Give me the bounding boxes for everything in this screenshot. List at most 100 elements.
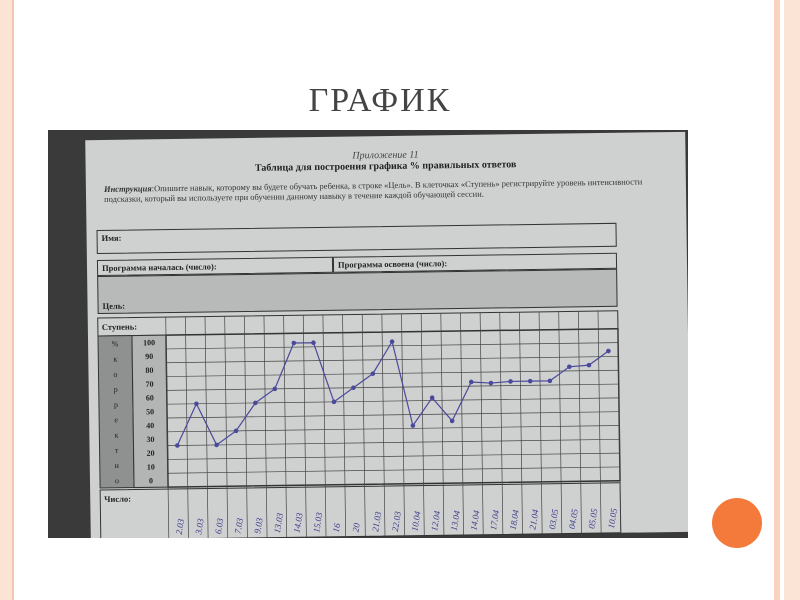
date-tick-label: 14.04 xyxy=(468,509,481,531)
instruction: Инструкция:Опишите навык, которому вы бу… xyxy=(104,176,668,204)
date-label: Число: xyxy=(104,494,131,504)
data-point xyxy=(233,428,239,434)
gridline-v xyxy=(322,314,327,537)
date-tick-label: 03.05 xyxy=(547,508,560,530)
gridline-v xyxy=(263,315,268,538)
gridline-v xyxy=(283,315,288,538)
data-point xyxy=(449,418,455,424)
gridline-h xyxy=(167,425,620,433)
start-label: Программа началась (число): xyxy=(101,261,217,273)
ytick-label: 60 xyxy=(146,393,154,402)
date-tick-label: 13.04 xyxy=(449,509,462,531)
ytick-label: 80 xyxy=(145,366,153,375)
data-point xyxy=(527,378,533,384)
gridline-v xyxy=(401,313,405,536)
gridline-v xyxy=(440,313,445,536)
date-tick-label: 3.03 xyxy=(193,517,206,536)
side-label-letter: к xyxy=(113,355,117,364)
data-point xyxy=(291,340,297,346)
gridline-v xyxy=(519,312,523,535)
date-tick-label: 16 xyxy=(331,522,342,533)
ytick-label: 90 xyxy=(145,352,153,361)
date-tick-label: 13.03 xyxy=(272,512,285,534)
date-tick-label: 18.04 xyxy=(508,508,521,530)
date-tick-label: 12.04 xyxy=(429,510,442,532)
data-point xyxy=(370,371,376,376)
instruction-label: Инструкция xyxy=(103,183,152,194)
paper-sheet: Приложение 11 Таблица для построения гра… xyxy=(85,131,688,538)
gridline-h xyxy=(166,356,619,364)
date-tick-label: 10.04 xyxy=(409,510,422,532)
gridline-v xyxy=(243,315,248,538)
gridline-h xyxy=(167,438,620,446)
data-point xyxy=(567,364,572,370)
ytick-label: 30 xyxy=(146,435,154,444)
ytick-label: 10 xyxy=(147,463,155,472)
data-point xyxy=(410,423,416,428)
gridline-v xyxy=(185,316,189,538)
goal-label: Цель: xyxy=(102,300,126,311)
data-point xyxy=(214,442,219,448)
gridline-v xyxy=(499,312,504,535)
gridline-v xyxy=(617,310,622,533)
data-point xyxy=(253,400,258,406)
gridline-v xyxy=(420,313,425,536)
gridline-v xyxy=(165,317,170,538)
gridline-v xyxy=(538,311,543,534)
side-label-letter: т xyxy=(115,446,119,455)
data-point xyxy=(331,399,337,405)
side-label-letter: н xyxy=(115,461,120,470)
gridline-v xyxy=(342,314,347,537)
date-tick-label: 04.05 xyxy=(567,508,580,530)
ytick-label: 0 xyxy=(149,476,153,485)
gridline-h xyxy=(166,342,619,350)
date-tick-label: 21.04 xyxy=(527,508,540,530)
date-tick-label: 10.05 xyxy=(606,507,619,529)
data-point xyxy=(429,395,435,401)
gridline-v xyxy=(204,316,209,538)
side-label-letter: о xyxy=(113,370,117,379)
side-label-letter: к xyxy=(114,431,118,440)
chart-svg: Ступень:%корректно1009080706050403020100… xyxy=(97,310,622,538)
name-label: Имя: xyxy=(101,232,122,243)
side-label-letter: % xyxy=(112,339,119,348)
gridline-v xyxy=(361,314,366,537)
data-point xyxy=(488,380,494,386)
gridline-h xyxy=(167,466,620,474)
data-point xyxy=(175,443,180,448)
slide-title: ГРАФИК xyxy=(308,82,452,119)
date-tick-label: 22.03 xyxy=(390,510,403,532)
gridline-v xyxy=(597,311,602,534)
data-line xyxy=(176,340,609,446)
plot-area xyxy=(165,328,621,488)
gridline-h xyxy=(167,411,620,419)
ytick-label: 20 xyxy=(147,449,155,458)
gridline-v xyxy=(381,314,386,537)
decorative-circle xyxy=(712,498,762,548)
gridline-h xyxy=(167,452,620,460)
ytick-label: 100 xyxy=(143,338,155,347)
date-tick-label: 9.03 xyxy=(252,516,264,534)
gridline-h xyxy=(166,383,619,391)
data-point xyxy=(272,386,278,392)
date-tick-label: 7.03 xyxy=(233,517,245,535)
slide-border-left xyxy=(0,0,14,600)
gridline-v xyxy=(578,311,582,534)
gridline-v xyxy=(224,316,229,538)
name-field: Имя: xyxy=(96,222,617,255)
gridline-h xyxy=(166,369,619,377)
date-tick-label: 21.03 xyxy=(370,510,383,532)
date-tick-label: 14.03 xyxy=(292,511,305,533)
gridline-v xyxy=(302,315,307,538)
data-point xyxy=(194,401,199,407)
instruction-text: :Опишите навык, которому вы будете обуча… xyxy=(103,176,643,204)
date-tick-label: 17.04 xyxy=(488,509,501,531)
ytick-label: 40 xyxy=(146,421,154,430)
ytick-label: 70 xyxy=(146,380,154,389)
date-tick-label: 15.03 xyxy=(311,511,324,533)
ytick-label: 50 xyxy=(146,407,154,416)
data-point xyxy=(468,379,474,385)
data-point xyxy=(508,379,513,384)
side-label-letter: р xyxy=(114,385,118,394)
date-tick-label: 6.03 xyxy=(213,517,225,535)
